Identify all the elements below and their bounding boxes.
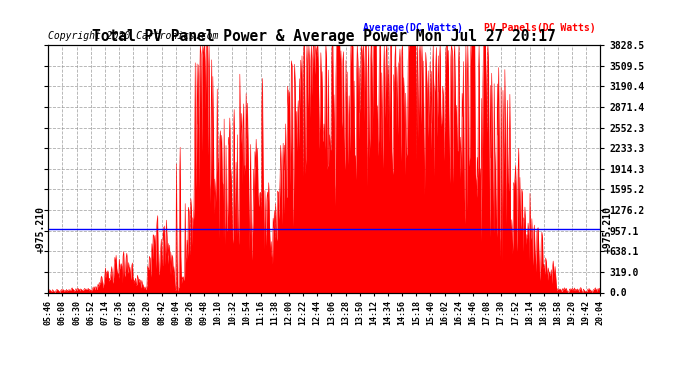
Title: Total PV Panel Power & Average Power Mon Jul 27 20:17: Total PV Panel Power & Average Power Mon…	[92, 29, 556, 44]
Text: +975.210: +975.210	[36, 206, 46, 253]
Text: Average(DC Watts): Average(DC Watts)	[363, 23, 463, 33]
Text: PV Panels(DC Watts): PV Panels(DC Watts)	[484, 23, 596, 33]
Text: Copyright 2020 Cartronics.com: Copyright 2020 Cartronics.com	[48, 32, 219, 41]
Text: +975.210: +975.210	[603, 206, 613, 253]
